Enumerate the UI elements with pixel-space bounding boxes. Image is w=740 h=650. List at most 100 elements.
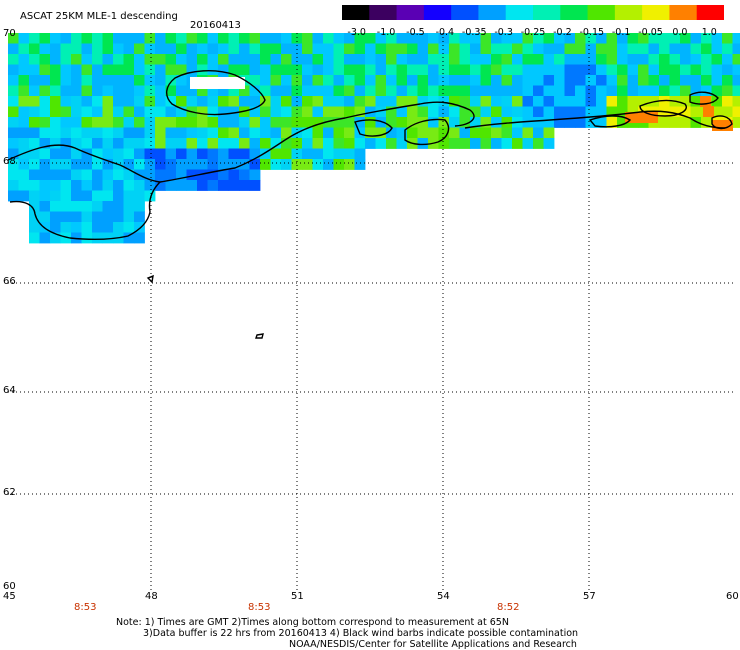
data-pixel — [438, 64, 450, 76]
data-pixel — [176, 117, 187, 128]
colorbar-tick-label: 0.0 — [672, 27, 688, 38]
data-pixel — [144, 64, 156, 76]
data-pixel — [459, 106, 471, 118]
data-pixel — [197, 169, 208, 181]
data-pixel — [176, 127, 187, 139]
data-pixel — [375, 85, 387, 97]
data-pixel — [92, 106, 103, 118]
data-pixel — [333, 54, 345, 65]
data-pixel — [407, 96, 418, 107]
data-pixel — [155, 169, 166, 181]
data-pixel — [365, 64, 376, 76]
data-pixel — [543, 138, 555, 149]
data-pixel — [113, 190, 124, 202]
data-pixel — [354, 138, 366, 149]
data-pixel — [50, 180, 61, 191]
data-pixel — [291, 43, 303, 55]
data-pixel — [554, 106, 565, 118]
data-pixel — [501, 117, 513, 128]
data-pixel — [407, 64, 418, 76]
data-pixel — [50, 148, 61, 160]
data-pixel — [134, 75, 145, 86]
data-pixel — [333, 106, 345, 118]
data-pixel — [218, 169, 229, 181]
data-pixel — [207, 180, 219, 191]
data-pixel — [113, 54, 124, 65]
data-pixel — [92, 117, 103, 128]
data-pixel — [575, 96, 586, 107]
data-pixel — [480, 43, 492, 55]
data-pixel — [207, 138, 219, 149]
data-pixel — [575, 106, 586, 118]
data-pixel — [113, 96, 124, 107]
data-pixel — [218, 54, 229, 65]
data-pixel — [438, 96, 450, 107]
data-pixel — [197, 117, 208, 128]
data-pixel — [407, 33, 418, 44]
colorbar-swatch — [342, 5, 370, 20]
data-pixel — [501, 96, 513, 107]
data-pixel — [92, 232, 103, 244]
lat-label: 62 — [3, 487, 16, 498]
data-pixel — [60, 106, 72, 118]
colorbar — [342, 5, 724, 20]
data-pixel — [165, 106, 177, 118]
data-pixel — [533, 64, 544, 76]
data-pixel — [81, 64, 93, 76]
data-pixel — [39, 85, 51, 97]
data-pixel — [134, 54, 145, 65]
data-pixel — [291, 85, 303, 97]
data-pixel — [207, 127, 219, 139]
data-pixel — [50, 127, 61, 139]
data-pixel — [386, 75, 397, 86]
data-pixel — [522, 85, 534, 97]
data-pixel — [312, 117, 324, 128]
data-pixel — [302, 54, 313, 65]
data-pixel — [501, 106, 513, 118]
data-pixel — [60, 148, 72, 160]
data-pixel — [18, 169, 30, 181]
data-pixel — [92, 75, 103, 86]
data-pixel — [722, 43, 733, 55]
data-pixel — [302, 106, 313, 118]
data-pixel — [270, 127, 282, 139]
data-pixel — [354, 148, 366, 160]
data-pixel — [29, 201, 40, 212]
data-pixel — [627, 85, 639, 97]
data-pixel — [39, 180, 51, 191]
data-pixel — [512, 75, 523, 86]
data-pixel — [522, 138, 534, 149]
no-data-gap — [190, 77, 245, 89]
data-pixel — [81, 159, 93, 170]
data-pixel — [18, 33, 30, 44]
data-pixel — [113, 148, 124, 160]
data-pixel — [501, 127, 513, 139]
data-pixel — [207, 64, 219, 76]
data-pixel — [302, 159, 313, 170]
data-pixel — [39, 54, 51, 65]
data-pixel — [407, 54, 418, 65]
data-pixel — [81, 33, 93, 44]
data-pixel — [155, 85, 166, 97]
data-pixel — [354, 117, 366, 128]
data-pixel — [39, 201, 51, 212]
data-pixel — [218, 85, 229, 97]
data-pixel — [470, 33, 481, 44]
data-pixel — [8, 43, 19, 55]
data-pixel — [491, 54, 502, 65]
data-pixel — [459, 33, 471, 44]
data-pixel — [81, 169, 93, 181]
data-pixel — [218, 148, 229, 160]
data-pixel — [155, 54, 166, 65]
data-pixel — [71, 201, 82, 212]
data-pixel — [417, 43, 429, 55]
data-pixel — [8, 190, 19, 202]
data-pixel — [344, 96, 355, 107]
data-pixel — [522, 64, 534, 76]
data-pixel — [638, 75, 649, 86]
data-pixel — [134, 43, 145, 55]
data-pixel — [333, 127, 345, 139]
data-pixel — [396, 138, 408, 149]
data-pixel — [249, 159, 261, 170]
